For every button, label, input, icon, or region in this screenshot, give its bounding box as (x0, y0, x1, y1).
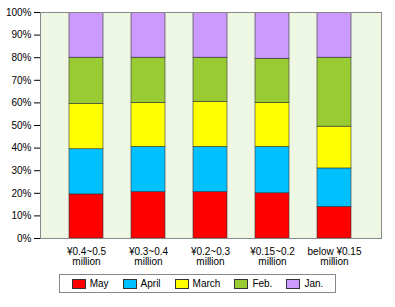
svg-text:90%: 90% (11, 29, 31, 40)
svg-text:0%: 0% (17, 233, 32, 244)
html-text:May: May (89, 278, 109, 289)
svg-text:70%: 70% (11, 75, 31, 86)
svg-text:30%: 30% (11, 165, 31, 176)
html-text:March: March (192, 278, 221, 289)
svg-text:20%: 20% (11, 188, 31, 199)
svg-text:10%: 10% (11, 210, 31, 221)
svg-text:¥0.3~0.4million: ¥0.3~0.4million (128, 246, 169, 267)
html-text:April: April (140, 278, 161, 289)
svg-text:¥0.2~0.3million: ¥0.2~0.3million (190, 246, 231, 267)
svg-text:50%: 50% (11, 120, 31, 131)
svg-text:80%: 80% (11, 52, 31, 63)
svg-text:60%: 60% (11, 97, 31, 108)
html-text:Feb.: Feb. (252, 278, 273, 289)
html-text:Jan.: Jan. (304, 278, 324, 289)
svg-text:100%: 100% (6, 7, 32, 18)
svg-text:¥0.15~0.2million: ¥0.15~0.2million (249, 246, 295, 267)
svg-text:40%: 40% (11, 142, 31, 153)
svg-text:¥0.4~0.5million: ¥0.4~0.5million (66, 246, 107, 267)
svg-text:below ¥0.15million: below ¥0.15million (308, 246, 362, 267)
